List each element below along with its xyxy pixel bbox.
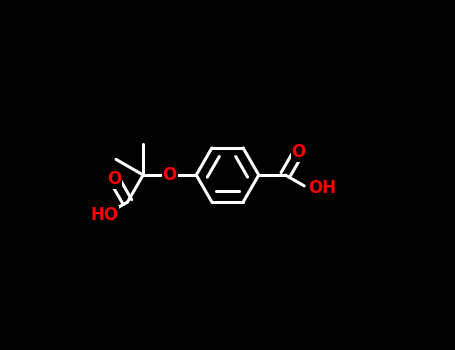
- Text: OH: OH: [308, 179, 336, 197]
- Text: O: O: [292, 143, 306, 161]
- Text: O: O: [162, 166, 177, 184]
- Text: O: O: [107, 170, 121, 188]
- Text: HO: HO: [91, 206, 119, 224]
